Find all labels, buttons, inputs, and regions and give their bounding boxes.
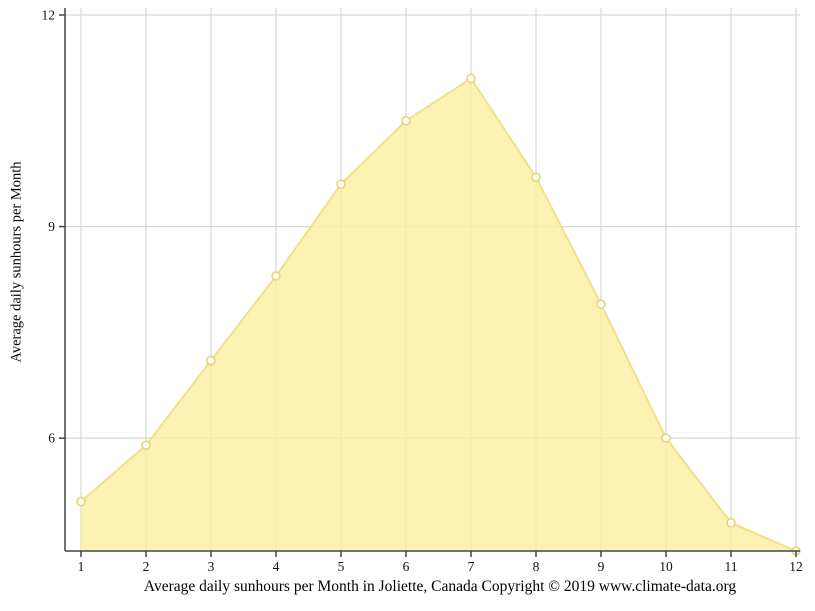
x-tick-label: 9 <box>598 559 605 574</box>
x-tick-label: 10 <box>659 559 673 574</box>
data-point-marker <box>76 496 86 507</box>
data-point-marker <box>336 179 346 190</box>
x-tick-label: 11 <box>725 559 738 574</box>
data-point-marker <box>661 433 671 443</box>
chart-caption: Average daily sunhours per Month in Joli… <box>143 578 737 595</box>
x-tick-label: 12 <box>789 559 803 574</box>
data-point-marker <box>271 271 281 281</box>
data-point-marker <box>401 116 411 126</box>
data-point-marker <box>531 172 541 182</box>
data-point-marker <box>466 73 476 84</box>
x-tick-label: 4 <box>273 559 280 574</box>
data-point-marker <box>141 440 151 450</box>
y-tick-label: 9 <box>48 219 55 234</box>
area-fill <box>81 78 796 551</box>
y-tick-label: 12 <box>42 8 56 23</box>
x-tick-label: 3 <box>208 559 215 574</box>
line-series <box>80 77 797 552</box>
x-tick-label: 2 <box>143 559 150 574</box>
data-point-marker <box>596 299 606 309</box>
x-tick-label: 7 <box>468 559 475 574</box>
data-point-marker <box>206 355 216 366</box>
x-tick-label: 1 <box>78 559 85 574</box>
x-tick-label: 6 <box>403 559 410 574</box>
y-tick-label: 6 <box>48 431 55 446</box>
data-point-marker <box>726 518 736 528</box>
x-tick-label: 8 <box>533 559 540 574</box>
x-tick-label: 5 <box>338 559 345 574</box>
